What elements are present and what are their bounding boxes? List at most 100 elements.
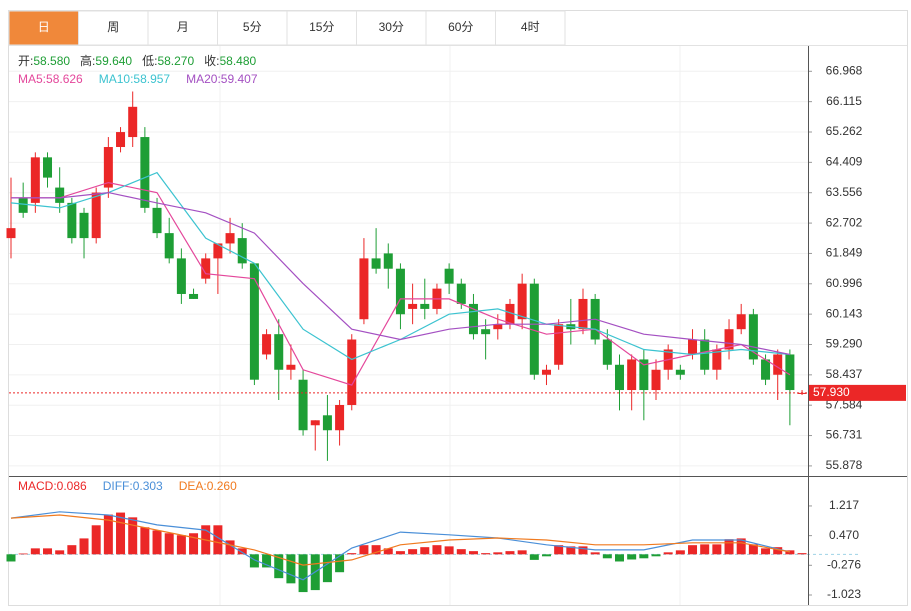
candle-body — [444, 268, 454, 284]
candle-body — [274, 334, 284, 370]
y-tick-label: 61.849 — [826, 246, 863, 260]
tab-label[interactable]: 5分 — [243, 20, 262, 34]
candle-body — [639, 359, 649, 391]
y-tick-label: 0.470 — [829, 528, 859, 542]
legend-item: DIFF:0.303 — [103, 479, 163, 493]
legend-item: MACD:0.086 — [18, 479, 87, 493]
tab-label[interactable]: 日 — [38, 20, 50, 34]
y-tick-label: 66.115 — [826, 94, 862, 108]
macd-bar — [286, 554, 296, 584]
ohlc-value: 58.480 — [219, 54, 256, 68]
candle-body — [322, 415, 332, 431]
candle-body — [18, 197, 28, 213]
macd-bar — [176, 535, 186, 555]
macd-bar — [103, 514, 113, 555]
candle-body — [785, 354, 795, 391]
legend-name: DIFF: — [103, 479, 133, 493]
candle-body — [359, 258, 369, 320]
candle-body — [627, 359, 637, 391]
legend-item: MA5:58.626 — [18, 72, 83, 86]
candle-body — [6, 228, 16, 239]
macd-bar — [237, 548, 247, 555]
candle-body — [79, 212, 89, 239]
macd-bar — [481, 553, 491, 555]
candle-body — [371, 258, 381, 269]
indicator-line — [10, 511, 791, 581]
legend-value: 58.626 — [46, 72, 83, 86]
macd-bar — [590, 552, 600, 555]
y-tick-label: 66.968 — [826, 63, 863, 77]
legend-name: DEA: — [179, 479, 207, 493]
candle-body — [651, 369, 661, 391]
candle-body — [675, 369, 685, 375]
candle-body — [140, 137, 150, 208]
candle-body — [700, 339, 710, 370]
tab[interactable] — [356, 10, 427, 46]
tab[interactable] — [78, 10, 149, 46]
macd-bar — [79, 538, 89, 555]
macd-bar — [213, 525, 223, 555]
macd-bar — [189, 533, 199, 555]
candle-body — [408, 303, 418, 309]
legend-name: MACD: — [18, 479, 57, 493]
tab-label[interactable]: 30分 — [379, 20, 404, 34]
legend-item: MA10:58.957 — [99, 72, 171, 86]
tab[interactable] — [495, 10, 566, 46]
candle-body — [164, 233, 174, 259]
candle-body — [176, 258, 186, 294]
macd-bar — [651, 554, 661, 557]
candle-body — [615, 364, 624, 391]
candle-body — [395, 268, 405, 315]
legend-value: 58.957 — [133, 72, 170, 86]
macd-bar — [18, 553, 28, 555]
macd-bar — [615, 554, 624, 562]
tab-label[interactable]: 周 — [107, 20, 119, 34]
legend-name: MA20: — [186, 72, 221, 86]
y-tick-label: 56.731 — [826, 428, 863, 442]
candle-body — [347, 339, 357, 405]
tab-label[interactable]: 60分 — [448, 20, 473, 34]
macd-bar — [30, 548, 40, 555]
candle-body — [310, 420, 320, 426]
tab-label[interactable]: 月 — [177, 20, 189, 34]
candle-body — [748, 314, 758, 360]
candle-body — [116, 132, 126, 148]
macd-bar — [164, 533, 174, 555]
macd-bar — [128, 517, 138, 555]
ohlc-label: 收: — [204, 54, 219, 68]
candle-body — [55, 187, 65, 203]
legend-item: MA20:59.407 — [186, 72, 258, 86]
macd-bar — [797, 553, 807, 555]
candle-body — [225, 233, 235, 244]
candle-body — [712, 349, 722, 370]
tab-label[interactable]: 15分 — [309, 20, 334, 34]
last-price-label: 57.930 — [813, 385, 850, 399]
candle-body — [383, 253, 393, 269]
ohlc-value: 58.270 — [157, 54, 194, 68]
ohlc-label: 高: — [80, 53, 95, 68]
candle-body — [298, 379, 308, 431]
ohlc-label: 低: — [142, 54, 157, 68]
candle-body — [541, 369, 551, 375]
candle-body — [262, 334, 272, 355]
macd-bar — [785, 550, 795, 555]
y-tick-label: 64.409 — [826, 155, 863, 169]
y-tick-label: 62.702 — [826, 215, 863, 229]
legend-value: 0.303 — [133, 479, 163, 493]
candle-body — [201, 258, 211, 279]
macd-bar — [91, 525, 101, 555]
candle-body — [773, 354, 783, 375]
macd-bar — [761, 548, 771, 555]
macd-bar — [688, 545, 698, 555]
candle-body — [736, 314, 746, 330]
tab[interactable] — [8, 10, 79, 46]
tab-bar: 日 周 月 5分 15分 30分 60分 4时 — [8, 10, 566, 46]
macd-bar — [444, 546, 454, 555]
candle-body — [128, 106, 138, 138]
macd-bar — [67, 545, 77, 555]
macd-bar — [748, 544, 758, 555]
macd-bar — [395, 551, 405, 555]
tab-label[interactable]: 4时 — [521, 20, 540, 34]
y-tick-label: 59.290 — [826, 337, 863, 351]
